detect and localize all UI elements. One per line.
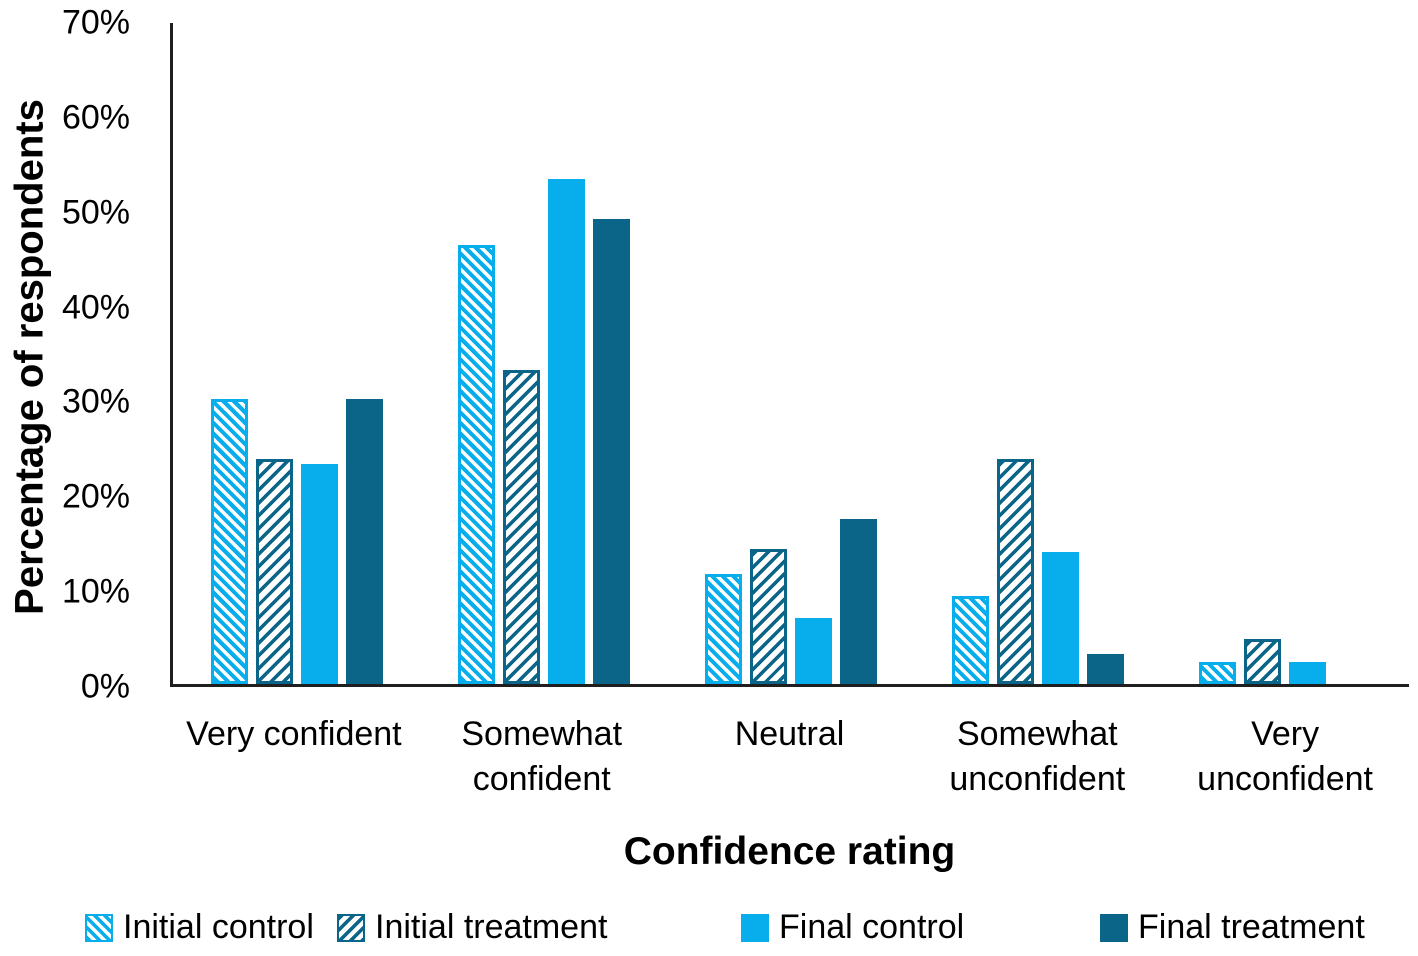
x-tick-label: Somewhat confident <box>461 715 623 798</box>
legend-item: Final control <box>741 905 964 950</box>
bar <box>840 518 877 684</box>
legend-item: Initial control <box>85 905 314 950</box>
bar <box>1087 653 1125 684</box>
legend-swatch-icon <box>85 913 113 942</box>
bar <box>547 178 585 684</box>
legend-swatch-icon <box>741 913 769 942</box>
bar <box>750 548 787 684</box>
bar <box>1289 662 1327 684</box>
bar <box>1244 638 1282 684</box>
x-tick-label: Somewhat unconfident <box>949 715 1126 798</box>
bar <box>705 574 742 684</box>
x-tick-label: Neutral <box>734 715 845 753</box>
y-axis-tick-labels: 70% 60% 50% 40% 30% 20% 10% 0% <box>0 4 130 706</box>
legend-swatch-icon <box>337 913 365 942</box>
plot-area <box>170 23 1409 687</box>
legend-item: Initial treatment <box>337 905 607 950</box>
y-tick-label: 40% <box>61 288 130 327</box>
x-axis-tick-labels: Very confident Somewhat confident Neutral S… <box>170 712 1409 802</box>
y-tick-label: 20% <box>61 477 130 516</box>
x-tick-label: Very unconfident <box>1197 715 1373 798</box>
legend-label: Initial treatment <box>375 908 608 946</box>
bar <box>592 219 630 684</box>
legend-swatch-icon <box>1100 913 1128 942</box>
bar-group <box>667 23 914 684</box>
bar <box>795 617 832 684</box>
legend-label: Final treatment <box>1138 908 1365 946</box>
legend-label: Initial control <box>123 908 314 946</box>
x-axis-title: Confidence rating <box>623 830 956 873</box>
bar <box>255 459 293 684</box>
legend-item: Final treatment <box>1100 905 1365 950</box>
y-tick-label: 10% <box>61 572 130 611</box>
bar-group <box>1162 23 1409 684</box>
bar <box>997 459 1035 684</box>
y-tick-label: 50% <box>61 193 130 232</box>
bar <box>345 398 383 684</box>
bar <box>502 369 540 684</box>
y-tick-label: 70% <box>61 3 130 42</box>
bar <box>210 398 248 684</box>
bar <box>300 463 338 684</box>
y-tick-label: 30% <box>61 382 130 421</box>
bar <box>952 596 990 684</box>
y-tick-label: 0% <box>80 667 130 706</box>
bar <box>1199 662 1237 684</box>
bar-group <box>915 23 1162 684</box>
y-tick-label: 60% <box>61 98 130 137</box>
bar <box>457 244 495 684</box>
x-tick-label: Very confident <box>186 715 402 753</box>
bar-group <box>420 23 667 684</box>
bar <box>1042 551 1080 684</box>
bar-group <box>173 23 420 684</box>
legend: Initial control Initial treatment Final co… <box>0 905 1418 950</box>
legend-label: Final control <box>779 908 965 946</box>
